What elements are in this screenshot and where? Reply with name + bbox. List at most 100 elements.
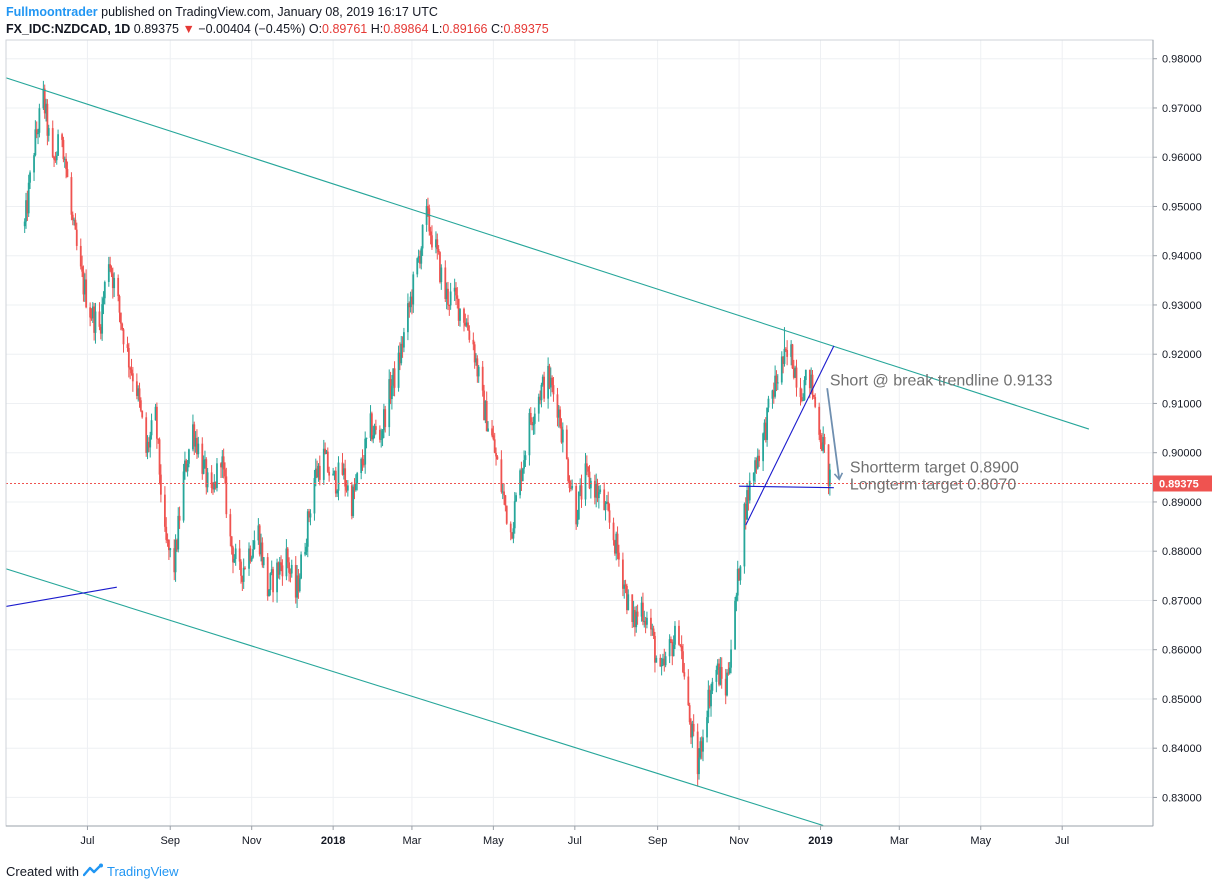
candle-body	[344, 468, 347, 487]
candle-body	[484, 400, 487, 421]
candle-body	[250, 557, 253, 561]
candle-body	[75, 229, 78, 246]
candle-body	[35, 129, 38, 135]
price-tick-label: 0.84000	[1162, 743, 1202, 755]
candle-body	[708, 689, 711, 707]
candle-body	[381, 430, 384, 439]
candle-body	[221, 456, 224, 468]
publish-line: Fullmoontrader published on TradingView.…	[6, 4, 549, 21]
shortterm-target-annotation[interactable]: Shortterm target 0.8900	[850, 459, 1019, 476]
short-annotation[interactable]: Short @ break trendline 0.9133	[830, 373, 1053, 390]
candle-body	[822, 437, 825, 451]
candle-body	[37, 132, 39, 135]
candle-body	[361, 458, 364, 465]
candle-body	[744, 503, 747, 520]
candle-body	[726, 672, 728, 696]
tradingview-brand-link[interactable]: TradingView	[106, 864, 179, 879]
candle-body	[155, 406, 158, 439]
rising-trendline[interactable]	[745, 345, 835, 526]
candle-body	[43, 88, 46, 114]
candle-body	[93, 306, 96, 333]
candle-body	[390, 385, 393, 400]
candle-body	[150, 420, 153, 436]
candle-body	[445, 288, 448, 300]
candle-body	[165, 526, 168, 540]
candle-body	[159, 474, 162, 495]
short-left-trendline[interactable]	[3, 586, 117, 607]
longterm-target-annotation[interactable]: Longterm target 0.8070	[850, 477, 1016, 494]
candle-body	[411, 296, 413, 305]
candle-body	[621, 559, 624, 589]
candle-body	[755, 460, 758, 469]
candle-body	[119, 312, 122, 324]
candle-body	[627, 594, 630, 611]
candle-body	[746, 490, 748, 520]
candle-body	[500, 459, 503, 492]
candle-body	[412, 274, 415, 305]
candle-body	[736, 568, 739, 596]
candle-body	[98, 311, 101, 327]
candle-body	[820, 442, 823, 451]
candle-body	[281, 565, 284, 577]
candle-body	[706, 717, 708, 738]
candle-body	[730, 649, 732, 668]
candle-body	[692, 723, 695, 732]
candle-body	[453, 287, 456, 292]
candle-body	[766, 407, 769, 440]
candle-body	[617, 552, 620, 560]
candle-body	[318, 465, 321, 480]
candle-body	[258, 525, 261, 555]
annotations[interactable]: Short @ break trendline 0.9133 Shortterm …	[830, 373, 1053, 494]
horizontal-target-line[interactable]	[739, 485, 834, 489]
candle-body	[374, 426, 377, 430]
close-value: 0.89375	[503, 22, 549, 36]
candle-body	[238, 548, 241, 562]
candle-body	[33, 155, 35, 173]
price-tick-label: 0.95000	[1162, 201, 1202, 213]
candle-body	[296, 575, 298, 598]
candle-body	[70, 177, 73, 215]
drawings[interactable]	[3, 77, 1153, 826]
candle-body	[34, 129, 37, 156]
candle-body	[304, 551, 307, 555]
price-tick-label: 0.91000	[1162, 398, 1202, 410]
candle-body	[702, 737, 704, 752]
lower-channel-line[interactable]	[3, 568, 824, 826]
candle-body	[589, 480, 592, 489]
candle-body	[473, 344, 476, 363]
candle-body	[447, 288, 449, 305]
candle-body	[354, 483, 357, 491]
candle-body	[683, 672, 686, 677]
candle-body	[326, 451, 329, 472]
candle-body	[735, 595, 738, 601]
candle-body	[316, 468, 319, 478]
candle-body	[202, 460, 205, 474]
candle-body	[364, 438, 367, 465]
time-tick-label: Nov	[729, 835, 749, 847]
candle-body	[483, 390, 485, 421]
candle-body	[800, 397, 803, 401]
candle-body	[624, 584, 627, 586]
candle-body	[711, 681, 714, 691]
candle-body	[389, 379, 392, 400]
candle-body	[827, 444, 830, 486]
upper-channel-line[interactable]	[3, 77, 1090, 430]
candle-body	[117, 277, 120, 297]
candle-body	[111, 273, 114, 289]
candle-body	[655, 657, 658, 663]
candle-body	[662, 658, 664, 665]
candle-body	[819, 434, 822, 443]
time-tick-label: Jul	[568, 835, 582, 847]
candle-body	[715, 669, 718, 682]
forecast-arrow[interactable]	[826, 388, 844, 481]
candle-body	[46, 103, 49, 136]
candle-body	[176, 539, 178, 550]
candle-body	[634, 610, 636, 628]
author-link[interactable]: Fullmoontrader	[6, 5, 98, 19]
candle-body	[65, 158, 67, 170]
candle-body	[431, 235, 433, 248]
candle-body	[577, 491, 580, 520]
candle-body	[532, 423, 535, 426]
candle-body	[463, 308, 465, 323]
